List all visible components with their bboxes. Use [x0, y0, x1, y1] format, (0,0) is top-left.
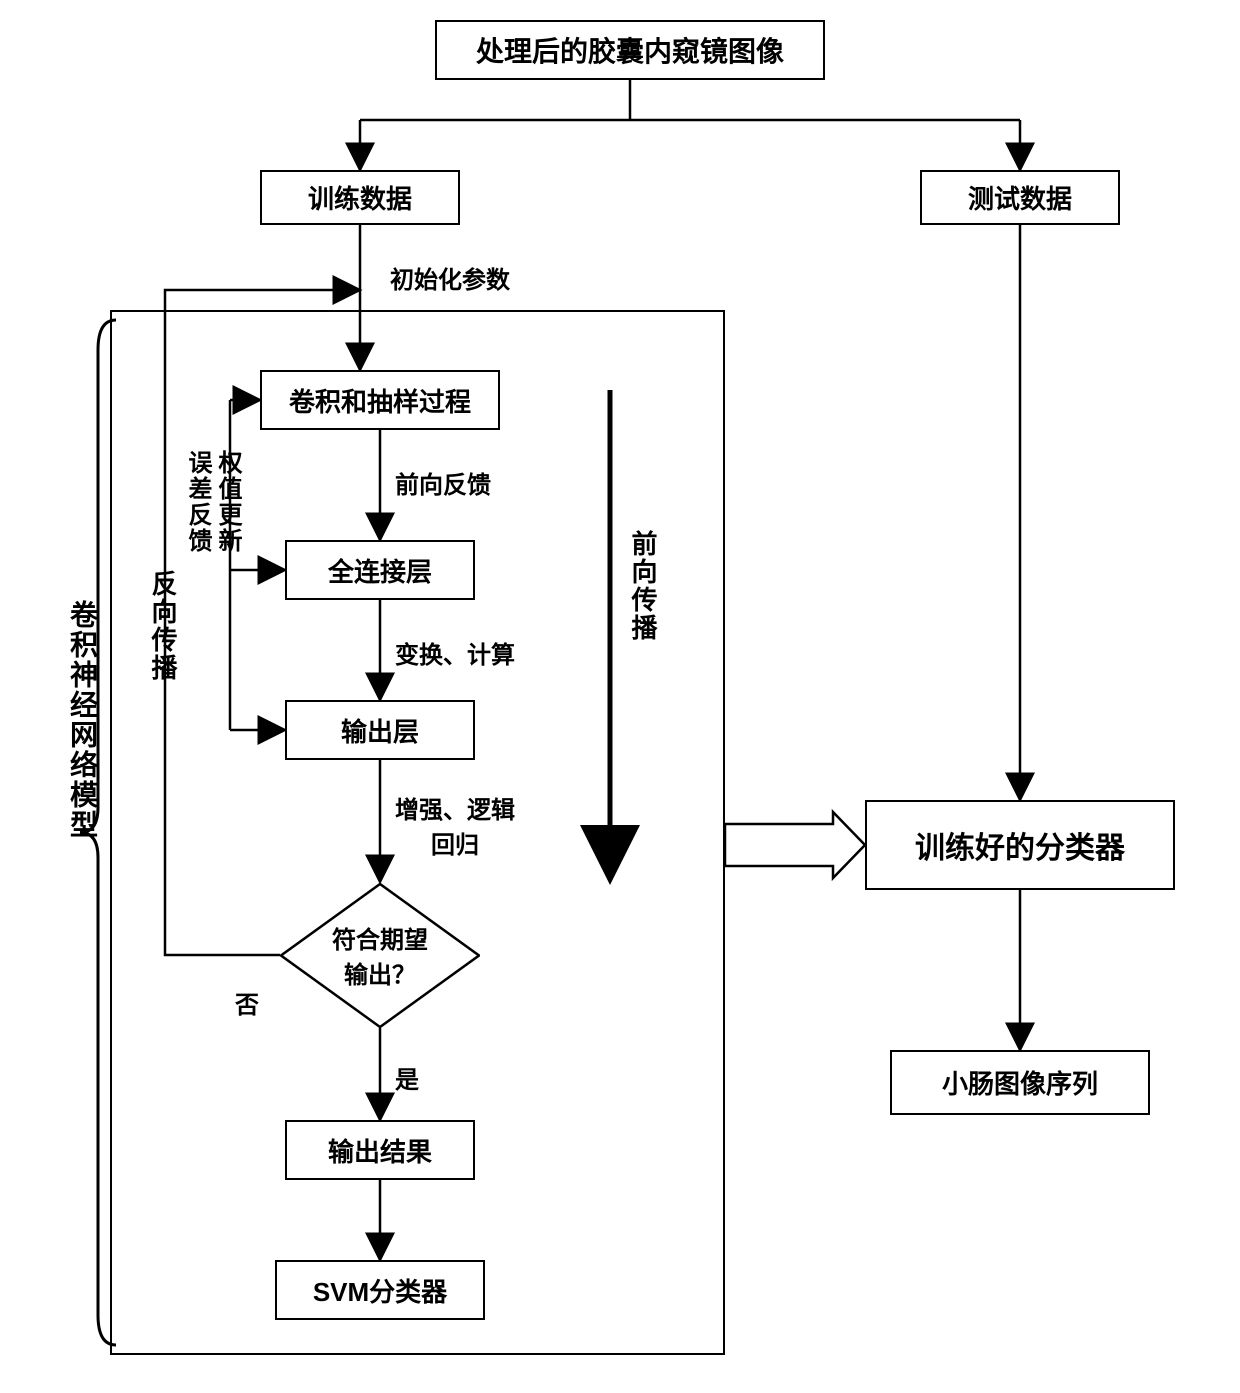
label-enhance-logistic: 增强、逻辑 回归 [395, 790, 515, 860]
node-train-data: 训练数据 [260, 170, 460, 225]
diamond-label: 符合期望 输出？ [280, 883, 480, 1028]
node-test-data: 测试数据 [920, 170, 1120, 225]
label-no: 否 [235, 985, 259, 1020]
node-svm-classifier: SVM分类器 [275, 1260, 485, 1320]
node-trained-classifier: 训练好的分类器 [865, 800, 1175, 890]
label-cnn-model: 卷积神经网络模型 [62, 600, 102, 840]
node-top: 处理后的胶囊内窥镜图像 [435, 20, 825, 80]
node-output-result: 输出结果 [285, 1120, 475, 1180]
label-forward-propagation: 前向传播 [625, 530, 662, 642]
label-weight-update: 权值更新 [210, 450, 245, 554]
decision-expected-output: 符合期望 输出？ [280, 883, 480, 1028]
label-init-params: 初始化参数 [390, 260, 510, 295]
node-fully-connected: 全连接层 [285, 540, 475, 600]
node-intestine-sequence: 小肠图像序列 [890, 1050, 1150, 1115]
label-yes: 是 [395, 1060, 419, 1095]
label-forward-feedback: 前向反馈 [395, 465, 491, 500]
node-conv-sampling: 卷积和抽样过程 [260, 370, 500, 430]
label-back-propagation: 反向传播 [145, 570, 182, 682]
node-output-layer: 输出层 [285, 700, 475, 760]
label-transform-compute: 变换、计算 [395, 635, 515, 670]
